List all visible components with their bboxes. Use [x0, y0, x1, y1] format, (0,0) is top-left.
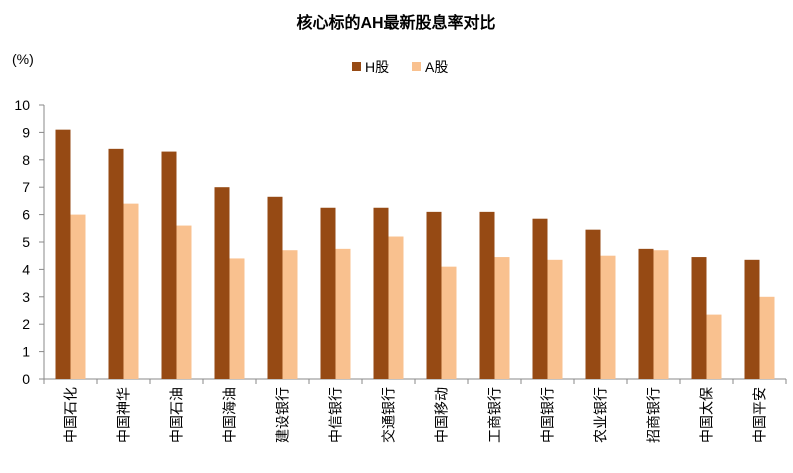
bar — [267, 196, 283, 379]
bar — [547, 259, 563, 379]
y-tick-label: 8 — [22, 152, 30, 168]
y-tick-label: 2 — [22, 316, 30, 332]
legend-label: A股 — [425, 59, 448, 75]
bar — [638, 248, 654, 379]
bar — [335, 248, 351, 379]
x-tick-label: 中国平安 — [752, 387, 768, 443]
x-tick-label: 工商银行 — [487, 387, 503, 443]
bar — [176, 225, 192, 379]
bar — [706, 314, 722, 379]
x-tick-label: 中国石化 — [63, 387, 79, 443]
bar — [123, 203, 139, 379]
x-tick-label: 中国太保 — [699, 387, 715, 443]
bar — [282, 250, 298, 379]
bar — [532, 218, 548, 379]
bar — [744, 259, 760, 379]
bar — [388, 236, 404, 379]
bar — [585, 229, 601, 379]
y-unit: (%) — [12, 51, 34, 67]
bar — [229, 258, 245, 379]
bar — [373, 207, 389, 379]
y-tick-label: 7 — [22, 179, 30, 195]
bar — [653, 250, 669, 379]
bar — [70, 214, 86, 379]
bar — [108, 148, 124, 379]
y-tick-label: 5 — [22, 234, 30, 250]
bar — [494, 257, 510, 379]
bar — [426, 211, 442, 379]
bar — [161, 151, 177, 379]
chart-title: 核心标的AH最新股息率对比 — [296, 13, 495, 32]
bar — [320, 207, 336, 379]
bar — [479, 211, 495, 379]
y-tick-label: 9 — [22, 124, 30, 140]
x-tick-label: 招商银行 — [646, 387, 662, 443]
legend-swatch — [412, 62, 421, 71]
x-tick-label: 中国银行 — [540, 387, 556, 443]
y-tick-label: 6 — [22, 207, 30, 223]
bar — [759, 296, 775, 379]
x-tick-label: 中国移动 — [434, 387, 450, 443]
x-tick-label: 中国神华 — [116, 387, 132, 443]
y-tick-label: 0 — [22, 371, 30, 387]
bar — [55, 129, 71, 379]
bar — [214, 187, 230, 379]
bar — [691, 257, 707, 379]
bar — [600, 255, 616, 379]
bar — [441, 266, 457, 379]
legend-swatch — [352, 62, 361, 71]
x-tick-label: 农业银行 — [593, 387, 609, 443]
y-tick-label: 1 — [22, 344, 30, 360]
y-tick-label: 10 — [14, 97, 30, 113]
y-tick-label: 4 — [22, 261, 30, 277]
y-tick-label: 3 — [22, 289, 30, 305]
x-tick-label: 中国石油 — [169, 387, 185, 443]
legend-label: H股 — [365, 59, 389, 75]
x-tick-label: 建设银行 — [275, 387, 291, 443]
x-tick-label: 中国海油 — [222, 387, 238, 443]
x-tick-label: 交通银行 — [381, 387, 397, 443]
x-tick-label: 中信银行 — [328, 387, 344, 443]
